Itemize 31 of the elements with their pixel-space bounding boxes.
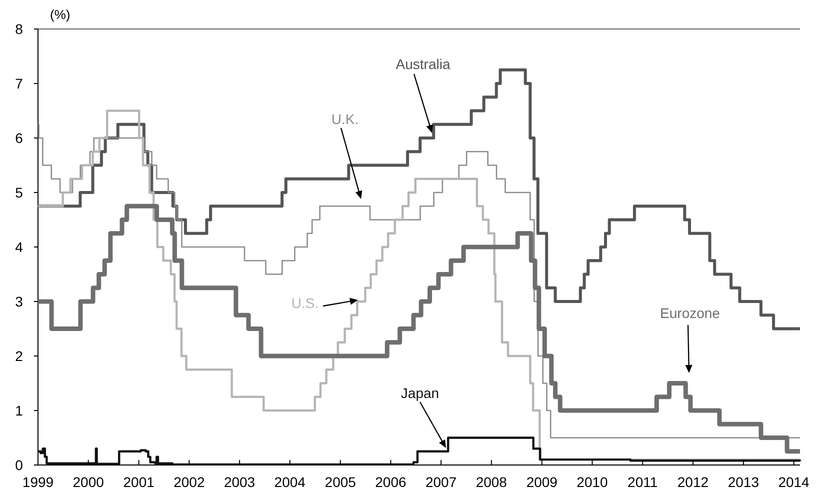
text: Japan <box>400 385 440 401</box>
y-tick-label: 7 <box>15 75 24 92</box>
text: U.K. <box>331 111 359 127</box>
x-tick-label: 2010 <box>576 474 608 490</box>
x-tick-label: 2007 <box>425 474 457 490</box>
x-tick-label: 2012 <box>677 474 709 490</box>
x-tick-label: 2009 <box>526 474 558 490</box>
x-tick-label: 2014 <box>778 474 810 490</box>
x-tick-label: 2013 <box>728 474 760 490</box>
x-tick-label: 2001 <box>123 474 155 490</box>
x-tick-label: 2003 <box>224 474 256 490</box>
text: Australia <box>396 56 450 72</box>
x-tick-label: 2004 <box>274 474 306 490</box>
y-tick-label: 6 <box>15 130 24 146</box>
y-tick-label: 1 <box>15 402 24 418</box>
y-tick-label: 3 <box>15 293 24 310</box>
x-tick-label: 2011 <box>628 474 658 490</box>
x-tick-label: 2006 <box>375 474 406 490</box>
y-axis-title: (%) <box>50 7 70 22</box>
text: U.S. <box>291 295 319 311</box>
x-tick-label: 2000 <box>72 474 104 490</box>
x-tick-label: 2005 <box>324 474 356 490</box>
y-tick-label: 2 <box>15 348 24 364</box>
y-tick-label: 5 <box>15 184 24 200</box>
x-tick-label: 2002 <box>174 474 205 490</box>
x-tick-label: 2008 <box>476 474 508 490</box>
x-tick-label: 1999 <box>22 474 54 490</box>
y-tick-label: 0 <box>15 456 24 473</box>
text: Eurozone <box>660 305 720 321</box>
y-tick-label: 8 <box>15 20 24 37</box>
y-tick-label: 4 <box>15 238 24 255</box>
